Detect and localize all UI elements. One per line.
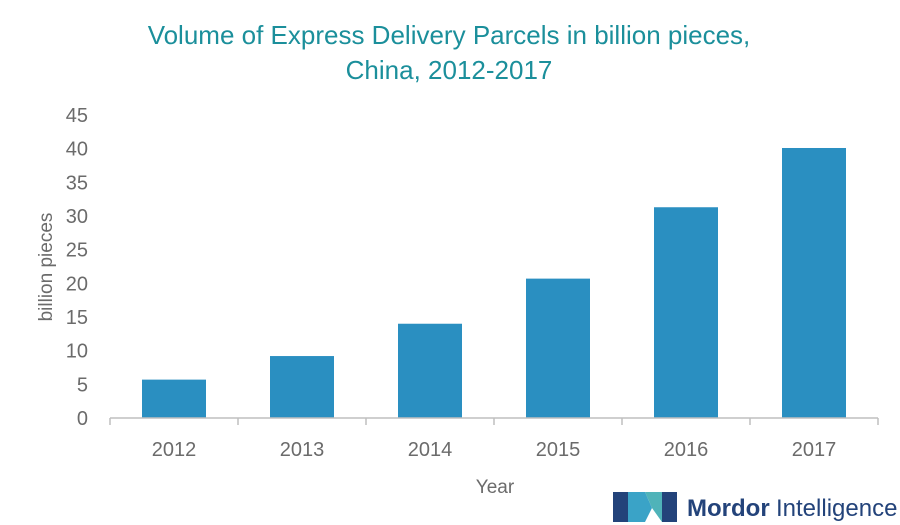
x-tick-label-2015: 2015 bbox=[536, 439, 581, 461]
y-tick-label: 40 bbox=[66, 139, 88, 161]
y-tick-label: 20 bbox=[66, 273, 88, 295]
bar-2016 bbox=[654, 207, 718, 418]
chart-title-line1: Volume of Express Delivery Parcels in bi… bbox=[148, 20, 751, 50]
y-tick-label: 35 bbox=[66, 172, 88, 194]
y-tick-label: 0 bbox=[77, 408, 88, 430]
y-tick-label: 30 bbox=[66, 206, 88, 228]
chart-title-line2: China, 2012-2017 bbox=[346, 55, 553, 85]
logo-word-mordor: Mordor bbox=[687, 495, 770, 522]
logo-shape bbox=[645, 492, 662, 522]
mordor-logo-icon bbox=[613, 492, 677, 522]
bar-2014 bbox=[398, 323, 462, 418]
bars-group bbox=[142, 147, 846, 418]
x-tick-label-2017: 2017 bbox=[792, 439, 837, 461]
y-tick-label: 25 bbox=[66, 240, 88, 262]
logo-shape bbox=[613, 492, 628, 522]
y-axis-label: billion pieces bbox=[36, 213, 57, 322]
bar-2017 bbox=[782, 147, 846, 418]
x-tick-label-2014: 2014 bbox=[408, 439, 453, 461]
x-tick-label-2016: 2016 bbox=[664, 439, 709, 461]
bar-2013 bbox=[270, 356, 334, 418]
y-tick-label: 15 bbox=[66, 307, 88, 329]
bar-2012 bbox=[142, 379, 206, 418]
y-tick-labels: 0 5 10 15 20 25 30 35 40 45 bbox=[66, 105, 88, 430]
y-tick-label: 45 bbox=[66, 105, 88, 127]
mordor-intelligence-logo: Mordor Intelligence bbox=[613, 492, 897, 522]
logo-shape bbox=[628, 492, 652, 522]
y-tick-label: 5 bbox=[77, 374, 88, 396]
logo-word-intelligence: Intelligence bbox=[776, 495, 897, 522]
x-tick-label-2013: 2013 bbox=[280, 439, 325, 461]
y-tick-label: 10 bbox=[66, 341, 88, 363]
x-axis-label: Year bbox=[476, 477, 515, 498]
logo-shape bbox=[662, 492, 677, 522]
bar-2015 bbox=[526, 278, 590, 418]
x-tick-label-2012: 2012 bbox=[152, 439, 197, 461]
x-axis: 2012 2013 2014 2015 2016 2017 bbox=[109, 417, 879, 461]
